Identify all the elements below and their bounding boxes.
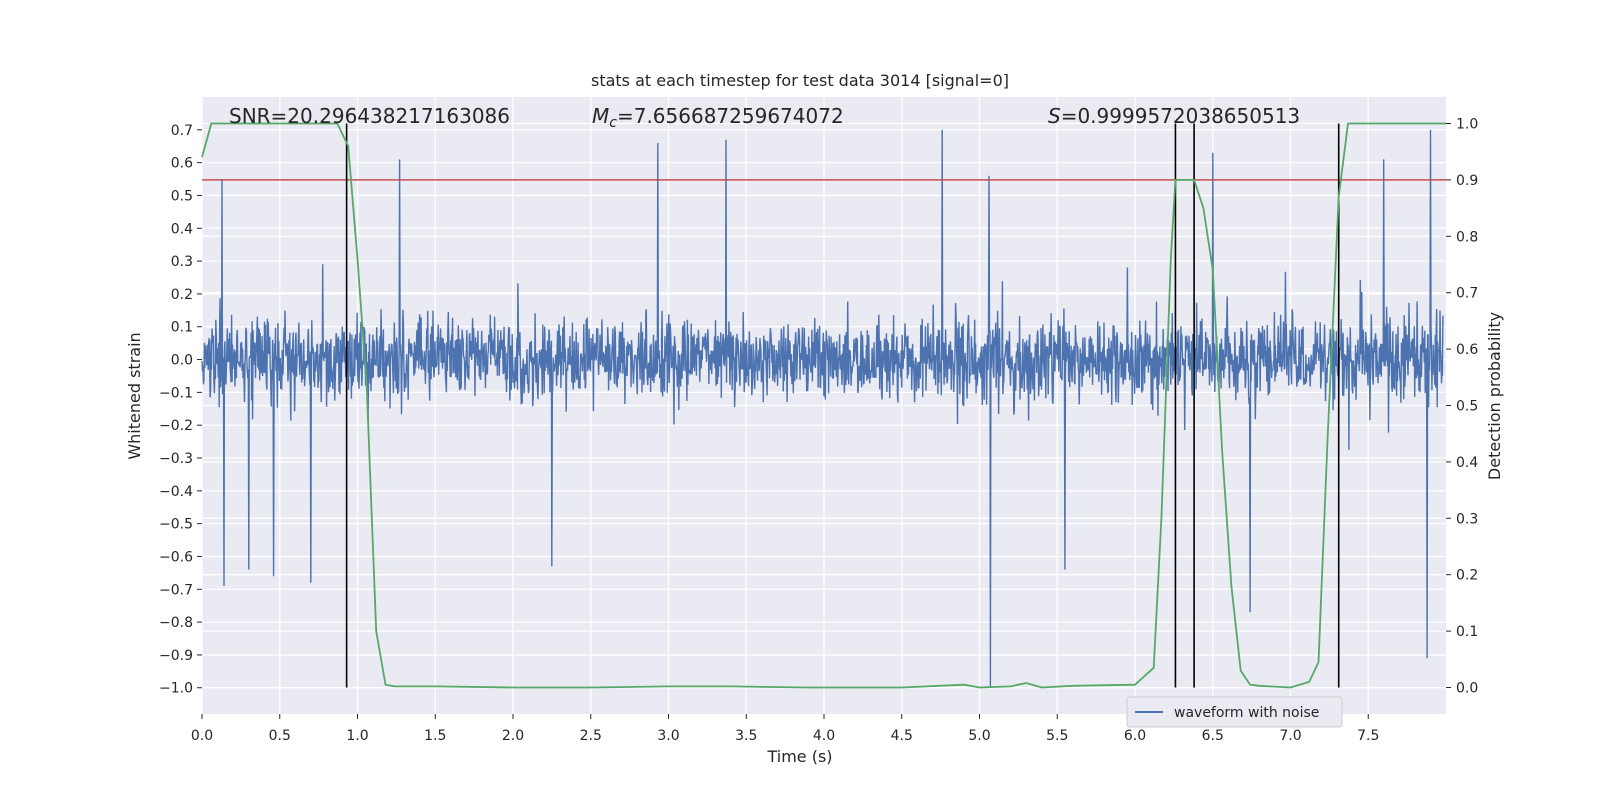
y-tick-label: −0.9 <box>159 648 193 664</box>
x-tick-label: 4.5 <box>891 728 913 744</box>
waveform-line <box>201 129 1444 688</box>
probability-line <box>201 122 1446 689</box>
y-tick-label: 0.4 <box>171 221 193 237</box>
y2-tick-label: 0.3 <box>1456 511 1478 527</box>
x-tick-label: 1.5 <box>424 728 446 744</box>
chirp-mass-symbol: M <box>592 104 609 128</box>
chirp-mass-subscript: c <box>609 115 617 131</box>
y-tick-label: 0.2 <box>171 287 193 303</box>
y-tick-label: −0.4 <box>159 484 193 500</box>
snr-annotation: SNR=20.296438217163086 <box>229 104 510 128</box>
y2-tick-label: 1.0 <box>1456 117 1478 133</box>
legend-box <box>1126 696 1343 728</box>
x-tick-label: 6.0 <box>1124 728 1146 744</box>
y-tick-label: 0.7 <box>171 123 193 139</box>
x-tick-label: 7.5 <box>1357 728 1379 744</box>
y-tick-label: −0.1 <box>159 385 193 401</box>
y2-tick-label: 0.8 <box>1456 229 1478 245</box>
y-tick-label: −0.6 <box>159 549 193 565</box>
s-annotation: S=0.9999572038650513 <box>1048 104 1300 128</box>
x-tick-label: 4.0 <box>813 728 835 744</box>
chirp-mass-value: =7.656687259674072 <box>617 104 844 128</box>
y-tick-label: 0.1 <box>171 320 193 336</box>
y2-tick-label: 0.4 <box>1456 455 1478 471</box>
y-tick-label: 0.3 <box>171 254 193 270</box>
y2-tick-label: 0.2 <box>1456 568 1478 584</box>
waveform-series <box>201 129 1444 688</box>
s-value: =0.9999572038650513 <box>1061 104 1300 128</box>
y2-tick-label: 0.1 <box>1456 624 1478 640</box>
chart-title: stats at each timestep for test data 301… <box>591 71 1009 90</box>
axis-ticks: 0.0 0.5 1.0 1.5 2.0 2.5 3.0 3.5 4.0 4.5 5.0 5.5 6.0 6… <box>159 117 1478 744</box>
x-tick-label: 0.0 <box>191 728 213 744</box>
x-tick-label: 7.0 <box>1279 728 1301 744</box>
chirp-mass-annotation: Mc=7.656687259674072 <box>592 104 844 131</box>
y2-axis-label: Detection probability <box>1485 312 1504 480</box>
x-tick-label: 3.0 <box>657 728 679 744</box>
x-tick-label: 5.5 <box>1046 728 1068 744</box>
y-tick-label: −0.7 <box>159 582 193 598</box>
y2-tick-label: 0.0 <box>1456 680 1478 696</box>
x-tick-label: 1.0 <box>346 728 368 744</box>
x-tick-label: 6.5 <box>1202 728 1224 744</box>
vertical-markers <box>202 123 1446 688</box>
x-tick-label: 3.5 <box>735 728 757 744</box>
y2-tick-label: 0.6 <box>1456 342 1478 358</box>
legend-label: waveform with noise <box>1174 705 1319 721</box>
x-tick-label: 2.5 <box>580 728 602 744</box>
y-tick-label: −0.8 <box>159 615 193 631</box>
y-axis-label: Whitened strain <box>125 332 144 459</box>
y-tick-label: 0.0 <box>171 353 193 369</box>
y2-tick-label: 0.5 <box>1456 399 1478 415</box>
probability-series <box>201 122 1446 689</box>
y2-tick-label: 0.9 <box>1456 173 1478 189</box>
legend: waveform with noise <box>1126 696 1343 728</box>
y-tick-label: −0.5 <box>159 517 193 533</box>
y2-tick-label: 0.7 <box>1456 286 1478 302</box>
y-tick-label: 0.6 <box>171 156 193 172</box>
y-tick-label: −1.0 <box>159 681 193 697</box>
x-axis-label: Time (s) <box>766 747 832 766</box>
x-tick-label: 0.5 <box>269 728 291 744</box>
s-symbol: S <box>1048 104 1061 128</box>
y-tick-label: 0.5 <box>171 188 193 204</box>
y-tick-label: −0.3 <box>159 451 193 467</box>
x-tick-label: 5.0 <box>968 728 990 744</box>
y-tick-label: −0.2 <box>159 418 193 434</box>
x-tick-label: 2.0 <box>502 728 524 744</box>
